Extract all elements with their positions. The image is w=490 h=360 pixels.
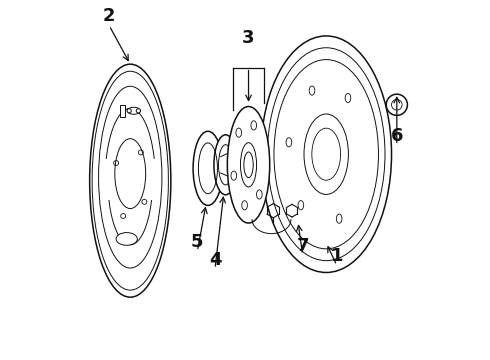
Ellipse shape [256, 190, 262, 199]
Ellipse shape [261, 36, 392, 273]
Ellipse shape [231, 171, 237, 180]
Text: 2: 2 [103, 7, 115, 25]
Ellipse shape [136, 109, 141, 113]
Ellipse shape [115, 139, 146, 208]
Ellipse shape [242, 201, 247, 210]
Ellipse shape [386, 94, 407, 115]
Text: 7: 7 [296, 237, 309, 255]
Text: 6: 6 [391, 127, 403, 145]
Ellipse shape [127, 109, 131, 113]
Ellipse shape [251, 121, 257, 130]
Text: 3: 3 [242, 28, 255, 46]
Ellipse shape [298, 201, 304, 210]
Ellipse shape [227, 107, 270, 223]
Ellipse shape [236, 128, 242, 137]
Text: 4: 4 [209, 251, 221, 269]
Ellipse shape [116, 233, 137, 245]
Ellipse shape [241, 143, 257, 187]
Text: 1: 1 [331, 247, 343, 265]
Ellipse shape [286, 138, 292, 147]
Ellipse shape [90, 64, 171, 297]
Bar [120, 105, 125, 117]
Ellipse shape [336, 214, 342, 223]
Ellipse shape [214, 135, 237, 195]
Ellipse shape [309, 86, 315, 95]
Ellipse shape [304, 114, 348, 194]
Ellipse shape [127, 107, 140, 114]
Text: 5: 5 [191, 233, 203, 251]
Ellipse shape [234, 152, 242, 177]
Ellipse shape [345, 93, 351, 103]
Ellipse shape [193, 131, 223, 206]
Ellipse shape [244, 152, 253, 177]
